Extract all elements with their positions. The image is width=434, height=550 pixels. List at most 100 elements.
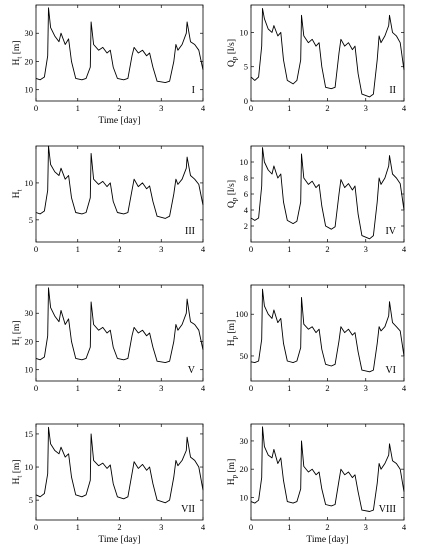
panel-id: II [389, 85, 396, 96]
panel-id: VI [385, 365, 396, 376]
series-line [250, 147, 405, 240]
x-axis-label: Time [day] [98, 535, 140, 545]
panel-id: I [192, 85, 195, 96]
x-tick-label: 4 [402, 522, 407, 532]
x-tick-label: 4 [402, 103, 407, 113]
panel-id: VIII [379, 504, 396, 515]
x-tick-label: 3 [364, 522, 368, 532]
y-axis-label: Hp [m] [227, 320, 239, 346]
panel-id: IV [385, 226, 396, 237]
x-tick-label: 1 [287, 383, 291, 393]
x-tick-label: 1 [287, 244, 291, 254]
x-tick-label: 3 [159, 383, 163, 393]
x-tick-label: 0 [34, 244, 38, 254]
y-tick-label: 30 [25, 28, 34, 38]
x-tick-label: 0 [34, 103, 38, 113]
y-axis-label: Ht [m] [12, 460, 24, 485]
y-tick-label: 10 [240, 157, 249, 167]
y-axis-label: Hp [m] [227, 459, 239, 485]
x-tick-label: 0 [249, 522, 253, 532]
x-tick-label: 3 [159, 522, 163, 532]
series-line [250, 288, 405, 373]
y-tick-label: 4 [244, 205, 249, 215]
plot-frame [35, 4, 204, 102]
panel-IV: 0 1 2 3 4 2 4 6 8 10 Qp [l/s] IV [227, 145, 407, 254]
x-tick-label: 0 [249, 244, 253, 254]
y-tick-label: 10 [25, 178, 34, 188]
y-tick-label: 30 [25, 308, 34, 318]
x-tick-label: 0 [34, 522, 38, 532]
plot-frame [250, 4, 405, 102]
x-tick-label: 0 [249, 383, 253, 393]
plot-frame [35, 284, 204, 382]
x-axis-label: Time [day] [98, 116, 140, 126]
x-tick-label: 1 [287, 103, 291, 113]
x-tick-label: 0 [34, 383, 38, 393]
x-tick-label: 1 [76, 522, 80, 532]
panel-id: III [185, 226, 195, 237]
x-tick-label: 4 [402, 383, 407, 393]
y-tick-label: 15 [25, 429, 34, 439]
series-line [250, 426, 405, 512]
x-tick-label: 2 [117, 522, 121, 532]
plot-frame [35, 145, 204, 243]
x-tick-label: 3 [364, 383, 368, 393]
y-tick-label: 10 [25, 365, 34, 375]
y-tick-label: 6 [244, 189, 248, 199]
y-tick-label: 20 [25, 56, 34, 66]
series-line [35, 287, 204, 364]
y-tick-label: 2 [244, 221, 248, 231]
y-tick-label: 5 [244, 62, 248, 72]
x-tick-label: 2 [325, 244, 329, 254]
x-tick-label: 3 [159, 103, 163, 113]
y-axis-label: Ht [12, 190, 24, 199]
x-tick-label: 4 [402, 244, 407, 254]
y-tick-label: 100 [235, 309, 248, 319]
y-tick-label: 50 [240, 351, 249, 361]
plot-frame [250, 284, 405, 382]
y-tick-label: 5 [29, 215, 33, 225]
y-tick-label: 10 [240, 27, 249, 37]
panel-VII: 0 1 2 3 4 5 10 15 Ht [m] Time [day] VII [12, 423, 206, 545]
x-tick-label: 4 [201, 522, 206, 532]
y-tick-label: 8 [244, 173, 248, 183]
x-tick-label: 2 [325, 383, 329, 393]
x-tick-label: 4 [201, 103, 206, 113]
x-tick-label: 2 [325, 522, 329, 532]
y-axis-label: Ht [m] [12, 41, 24, 66]
x-tick-label: 2 [117, 103, 121, 113]
plot-frame [250, 145, 405, 243]
plot-frame [35, 423, 204, 521]
x-tick-label: 4 [201, 244, 206, 254]
series-line [35, 7, 204, 84]
y-axis-label: Qp [l/s] [227, 180, 239, 208]
x-tick-label: 1 [76, 383, 80, 393]
y-tick-label: 10 [25, 462, 34, 472]
x-tick-label: 1 [76, 103, 80, 113]
y-tick-label: 20 [25, 336, 34, 346]
y-tick-label: 30 [240, 436, 249, 446]
y-tick-label: 0 [244, 96, 248, 106]
x-tick-label: 0 [249, 103, 253, 113]
y-axis-label: Ht [m] [12, 321, 24, 346]
x-tick-label: 2 [117, 383, 121, 393]
panel-VIII: 0 1 2 3 4 10 20 30 Hp [m] Time [day] VIII [227, 423, 407, 545]
y-tick-label: 5 [29, 495, 33, 505]
y-tick-label: 20 [240, 464, 249, 474]
y-tick-label: 10 [25, 85, 34, 95]
x-tick-label: 2 [117, 244, 121, 254]
panel-id: VII [181, 504, 195, 515]
x-tick-label: 1 [76, 244, 80, 254]
x-axis-label: Time [day] [306, 535, 348, 545]
x-tick-label: 3 [364, 103, 368, 113]
series-line [35, 145, 204, 219]
y-axis-label: Qp [l/s] [227, 39, 239, 67]
y-tick-label: 10 [240, 492, 249, 502]
series-line [250, 7, 405, 98]
